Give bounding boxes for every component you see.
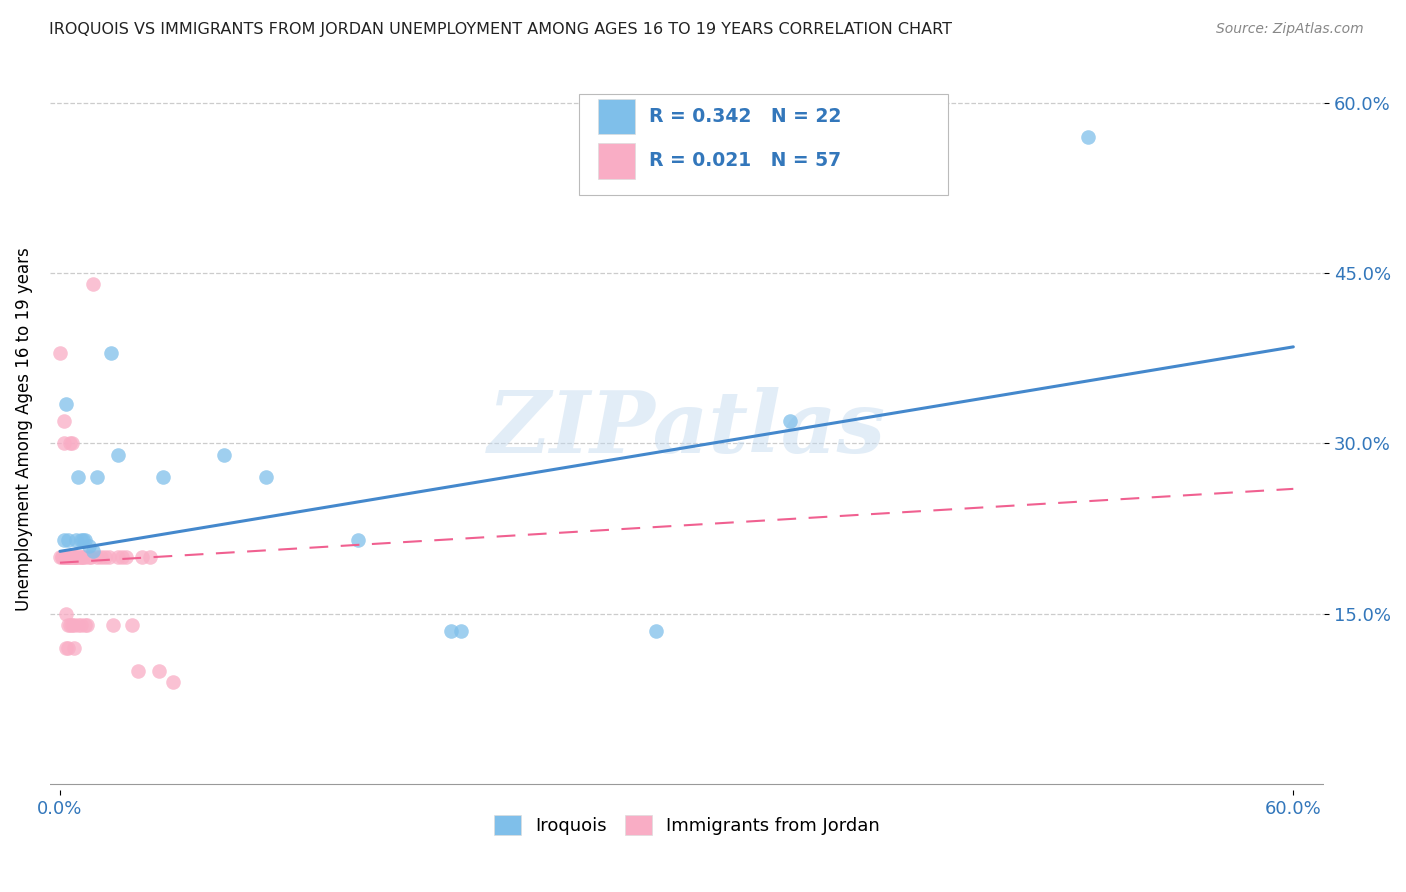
Point xyxy=(60,436,83,450)
Point xyxy=(49,345,72,359)
Point xyxy=(53,549,76,564)
Point xyxy=(1077,129,1099,144)
Point xyxy=(114,549,136,564)
Point xyxy=(67,470,90,484)
Point xyxy=(450,624,472,638)
Point xyxy=(645,624,668,638)
Point xyxy=(73,549,96,564)
Point xyxy=(121,618,143,632)
Point xyxy=(60,549,83,564)
Point xyxy=(63,640,86,655)
Point xyxy=(69,549,91,564)
Point xyxy=(55,549,77,564)
Text: Source: ZipAtlas.com: Source: ZipAtlas.com xyxy=(1216,22,1364,37)
Point xyxy=(63,549,86,564)
Point xyxy=(63,549,86,564)
Point xyxy=(162,675,184,690)
Point xyxy=(56,618,79,632)
Point xyxy=(53,549,76,564)
FancyBboxPatch shape xyxy=(579,94,948,194)
Point xyxy=(51,549,73,564)
Point xyxy=(107,549,129,564)
Point xyxy=(73,618,96,632)
Point xyxy=(56,549,79,564)
Point xyxy=(55,397,77,411)
Point xyxy=(72,533,94,547)
Text: R = 0.021   N = 57: R = 0.021 N = 57 xyxy=(648,152,841,170)
Point xyxy=(127,664,149,678)
Point xyxy=(69,618,91,632)
Point xyxy=(65,533,87,547)
Point xyxy=(86,549,108,564)
Point xyxy=(98,549,121,564)
Point xyxy=(67,549,90,564)
Point xyxy=(77,539,100,553)
Point xyxy=(82,544,104,558)
Point xyxy=(76,618,98,632)
Point xyxy=(77,549,100,564)
FancyBboxPatch shape xyxy=(598,99,634,135)
Point xyxy=(72,549,94,564)
Point xyxy=(439,624,461,638)
Point xyxy=(82,277,104,292)
Text: R = 0.342   N = 22: R = 0.342 N = 22 xyxy=(648,107,841,127)
Point xyxy=(65,549,87,564)
Point xyxy=(152,470,174,484)
Point xyxy=(63,618,86,632)
Point xyxy=(103,618,125,632)
Point xyxy=(60,618,83,632)
FancyBboxPatch shape xyxy=(598,144,634,178)
Point xyxy=(69,533,91,547)
Text: ZIPatlas: ZIPatlas xyxy=(488,387,886,471)
Point xyxy=(110,549,132,564)
Point xyxy=(100,345,122,359)
Point xyxy=(59,549,82,564)
Y-axis label: Unemployment Among Ages 16 to 19 years: Unemployment Among Ages 16 to 19 years xyxy=(15,247,32,611)
Point xyxy=(56,640,79,655)
Point xyxy=(49,549,72,564)
Point xyxy=(56,533,79,547)
Point xyxy=(51,549,73,564)
Point xyxy=(139,549,162,564)
Point xyxy=(55,640,77,655)
Point xyxy=(53,436,76,450)
Point xyxy=(94,549,117,564)
Legend: Iroquois, Immigrants from Jordan: Iroquois, Immigrants from Jordan xyxy=(494,815,880,835)
Point xyxy=(131,549,153,564)
Point xyxy=(59,549,82,564)
Point xyxy=(67,618,90,632)
Text: IROQUOIS VS IMMIGRANTS FROM JORDAN UNEMPLOYMENT AMONG AGES 16 TO 19 YEARS CORREL: IROQUOIS VS IMMIGRANTS FROM JORDAN UNEMP… xyxy=(49,22,952,37)
Point xyxy=(55,549,77,564)
Point xyxy=(53,414,76,428)
Point xyxy=(214,448,236,462)
Point xyxy=(56,549,79,564)
Point xyxy=(65,549,87,564)
Point xyxy=(148,664,170,678)
Point xyxy=(90,549,112,564)
Point xyxy=(73,533,96,547)
Point xyxy=(80,549,103,564)
Point xyxy=(55,549,77,564)
Point xyxy=(347,533,370,547)
Point xyxy=(59,618,82,632)
Point xyxy=(59,436,82,450)
Point xyxy=(69,549,91,564)
Point xyxy=(107,448,129,462)
Point xyxy=(86,470,108,484)
Point xyxy=(55,549,77,564)
Point xyxy=(254,470,277,484)
Point xyxy=(55,607,77,621)
Point xyxy=(779,414,801,428)
Point xyxy=(53,533,76,547)
